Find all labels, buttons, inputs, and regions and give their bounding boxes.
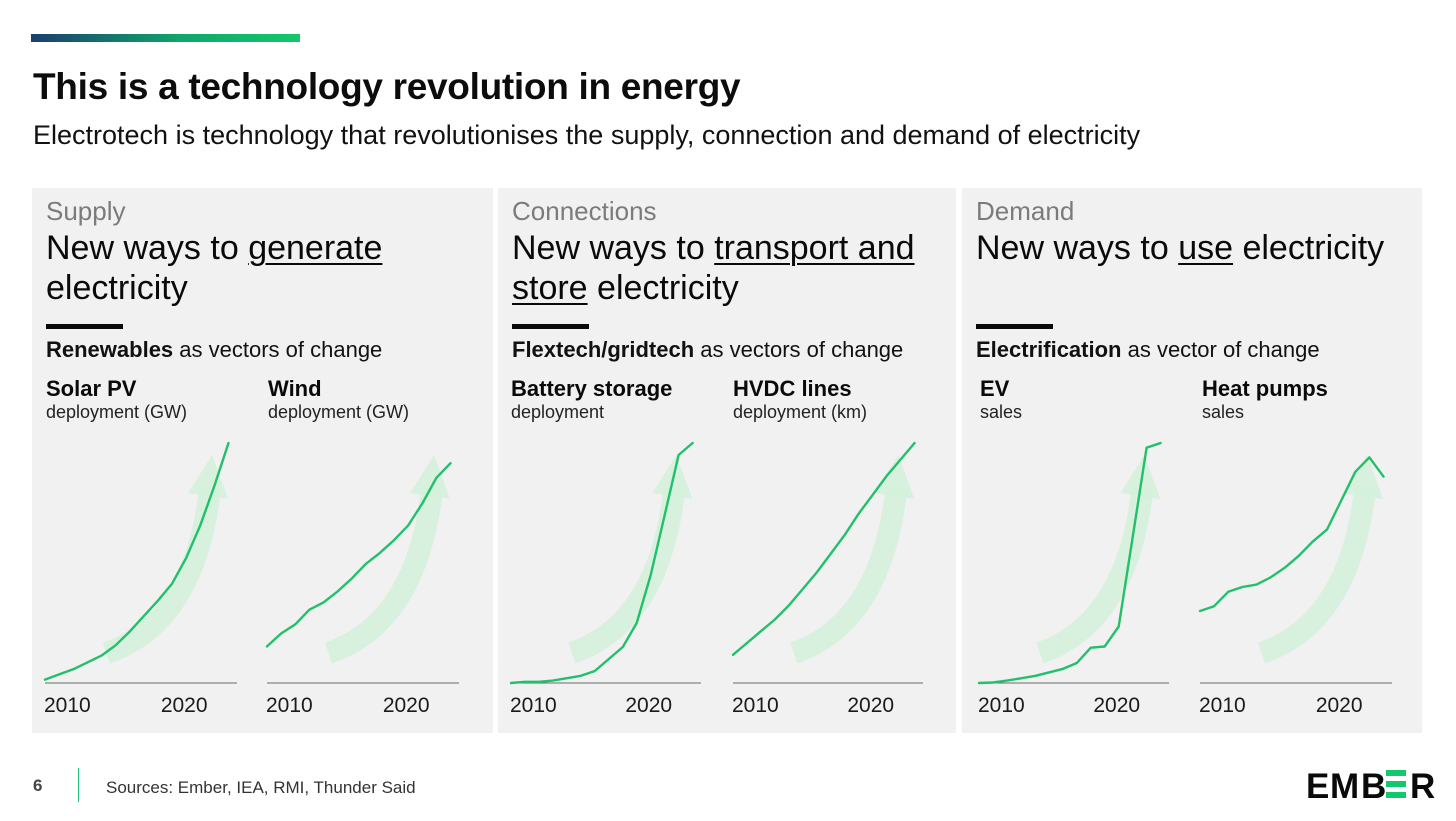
trend-arrow-shaft (324, 487, 444, 664)
chart-hvdc-lines: 2010 2020 (731, 441, 923, 717)
vector-rest: as vectors of change (173, 337, 383, 362)
trend-arrow-shaft (102, 487, 222, 664)
panel-category: Supply (46, 196, 126, 226)
x-tick-label: 2010 (44, 694, 91, 717)
panel-rule (46, 324, 123, 329)
logo-letter: B (1361, 767, 1387, 804)
logo-stripe (1386, 770, 1406, 776)
x-tick-label: 2020 (847, 694, 894, 717)
trend-arrow-head (1120, 455, 1161, 499)
panel-demand: Demand New ways to use electricity Elect… (962, 188, 1422, 733)
chart-title-heat-pumps: Heat pumps (1202, 376, 1328, 401)
chart-wind: 2010 2020 (265, 455, 459, 717)
sources-note: Sources: Ember, IEA, RMI, Thunder Said (106, 778, 416, 797)
chart-title-solar-pv: Solar PV (46, 376, 137, 401)
footer-divider (78, 768, 79, 802)
vector-rest: as vector of change (1121, 337, 1320, 362)
accent-bar (31, 34, 300, 42)
logo-stripe (1386, 792, 1406, 798)
chart-title-hvdc-lines: HVDC lines (733, 376, 852, 401)
vector-rest: as vectors of change (694, 337, 904, 362)
vector-bold: Electrification (976, 337, 1122, 362)
headline-prefix: New ways to (976, 229, 1179, 267)
panel-headline: New ways to generate electricity (46, 228, 486, 308)
panel-vector: Electrification as vector of change (976, 337, 1320, 363)
x-tick-label: 2020 (1093, 694, 1140, 717)
series-line (731, 441, 916, 656)
logo-stripe (1386, 781, 1406, 787)
chart-title-battery-storage: Battery storage (511, 376, 673, 401)
logo-letter: E (1306, 767, 1330, 804)
logo-letter: M (1330, 767, 1360, 804)
panel-connections: Connections New ways to transport and st… (498, 188, 956, 733)
trend-arrow-shaft (1257, 487, 1377, 664)
panel-vector: Flextech/gridtech as vectors of change (512, 337, 903, 363)
panel-category: Connections (512, 196, 657, 226)
series-line (977, 441, 1162, 685)
vector-bold: Flextech/gridtech (512, 337, 695, 362)
headline-suffix: electricity (1233, 229, 1385, 267)
headline-suffix: electricity (46, 269, 188, 307)
chart-unit-ev: sales (980, 402, 1023, 422)
panel-vector: Renewables as vectors of change (46, 337, 382, 363)
logo-letter: R (1410, 767, 1436, 804)
x-tick-label: 2020 (1316, 694, 1363, 717)
panel-supply: Supply New ways to generate electricity … (32, 188, 493, 733)
panel-headline: New ways to use electricity (976, 228, 1416, 268)
series-line (1198, 456, 1385, 613)
x-tick-label: 2010 (732, 694, 779, 717)
chart-ev: 2010 2020 (977, 441, 1169, 717)
headline-prefix: New ways to (512, 229, 715, 267)
headline-prefix: New ways to (46, 229, 249, 267)
series-line (43, 441, 230, 681)
series-line (509, 441, 694, 685)
trend-arrow-shaft (567, 487, 686, 664)
chart-unit-hvdc-lines: deployment (km) (733, 402, 868, 422)
headline-underlined: transport and store (512, 229, 915, 307)
chart-title-wind: Wind (268, 376, 322, 401)
chart-heat-pumps: 2010 2020 (1198, 455, 1392, 717)
chart-battery-storage: 2010 2020 (509, 441, 701, 717)
series-line (265, 462, 452, 648)
vector-bold: Renewables (46, 337, 174, 362)
x-tick-label: 2020 (383, 694, 430, 717)
headline-underlined: generate (248, 229, 383, 267)
chart-unit-battery-storage: deployment (511, 402, 605, 422)
page-title: This is a technology revolution in energ… (33, 66, 741, 107)
chart-solar-pv: 2010 2020 (43, 441, 237, 717)
panel-headline: New ways to transport and store electric… (512, 228, 952, 308)
page-subtitle: Electrotech is technology that revolutio… (33, 120, 1141, 150)
x-tick-label: 2010 (510, 694, 557, 717)
x-tick-label: 2020 (161, 694, 208, 717)
trend-arrow-head (1343, 455, 1384, 499)
x-tick-label: 2020 (625, 694, 672, 717)
chart-unit-heat-pumps: sales (1202, 402, 1245, 422)
x-tick-label: 2010 (266, 694, 313, 717)
x-tick-label: 2010 (1199, 694, 1246, 717)
chart-unit-solar-pv: deployment (GW) (46, 402, 188, 422)
x-tick-label: 2010 (978, 694, 1025, 717)
trend-arrow-shaft (789, 487, 908, 664)
trend-arrow-shaft (1035, 487, 1154, 664)
chart-title-ev: EV (980, 376, 1010, 401)
headline-underlined: use (1178, 229, 1234, 267)
panel-category: Demand (976, 196, 1075, 226)
panel-rule (976, 324, 1053, 329)
page-number: 6 (33, 776, 43, 795)
chart-unit-wind: deployment (GW) (268, 402, 410, 422)
trend-arrow-head (410, 455, 451, 499)
headline-suffix: electricity (587, 269, 739, 307)
trend-arrow-head (188, 455, 229, 499)
trend-arrow-head (874, 455, 915, 499)
panel-rule (512, 324, 589, 329)
